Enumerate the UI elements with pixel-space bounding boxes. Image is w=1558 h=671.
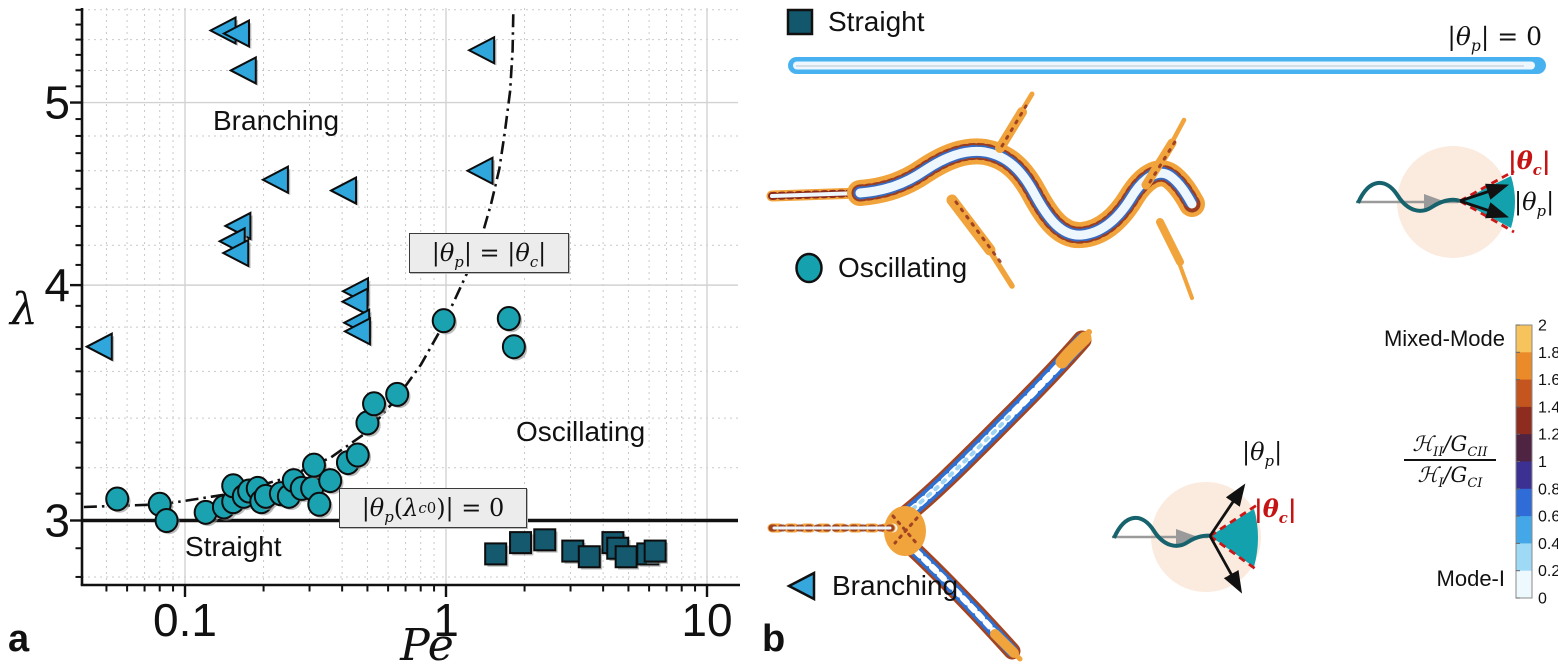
straight-theta-annotation: |θp| = 0 [1447, 22, 1542, 55]
svg-text:0.4: 0.4 [1538, 536, 1558, 553]
line-equation-box: | θp(λ c0)| = 0 [339, 488, 527, 528]
panel-label-b: b [762, 618, 786, 660]
colorbar-top-label: Mixed-Mode [1383, 326, 1505, 351]
svg-text:5: 5 [44, 77, 70, 129]
curve-equation-box: | θp | = | θc | [409, 233, 569, 273]
legend-branching: Branching [786, 570, 958, 602]
phase-diagram-plot: 0.1 1 10 3 4 5 [44, 8, 740, 646]
oscillating-theta-c-label: |θc| [1508, 146, 1551, 179]
legend-branching-label: Branching [832, 570, 959, 601]
region-label-branching: Branching [213, 105, 340, 136]
svg-text:1.8: 1.8 [1538, 345, 1558, 362]
svg-text:0.2: 0.2 [1538, 563, 1558, 580]
colorbar-bottom-label: Mode-I [1436, 566, 1505, 591]
legend-oscillating-label: Oscillating [838, 252, 968, 283]
svg-text:3: 3 [44, 495, 70, 547]
svg-text:0.1: 0.1 [153, 594, 217, 646]
legend-oscillating: Oscillating [794, 252, 967, 284]
y-axis-label: λ [10, 284, 38, 335]
legend-straight-label: Straight [828, 6, 925, 37]
svg-text:1.6: 1.6 [1538, 372, 1558, 389]
branching-theta-p-label: |θp| [1242, 438, 1283, 470]
svg-text:1.4: 1.4 [1538, 399, 1558, 416]
svg-text:1: 1 [433, 594, 459, 646]
branching-triangle-icon [786, 571, 816, 601]
ratio-numerator: ℋII/GCII [1404, 432, 1496, 461]
ratio-denominator: ℋI/GCI [1417, 463, 1483, 492]
svg-text:0.8: 0.8 [1538, 481, 1558, 498]
crack-illustrations: 2 1.8 1.6 1.4 1.2 1 0.8 0.6 0.4 0.2 0 [766, 57, 1558, 662]
x-axis-label: Pe [400, 620, 454, 671]
svg-text:4: 4 [44, 259, 70, 311]
oscillating-theta-p-label: |θp| [1514, 188, 1555, 220]
straight-square-icon [786, 8, 814, 36]
branching-angle-inset [1112, 482, 1261, 594]
branching-theta-c-label: |θc| [1254, 494, 1297, 527]
legend-straight: Straight [786, 6, 925, 38]
oscillating-crack-drawing [766, 91, 1205, 300]
colorbar-ratio-label: ℋII/GCII ℋI/GCI [1392, 432, 1508, 492]
svg-text:0: 0 [1538, 591, 1547, 608]
colorbar: 2 1.8 1.6 1.4 1.2 1 0.8 0.6 0.4 0.2 0 [1515, 318, 1558, 608]
svg-text:0.6: 0.6 [1538, 509, 1558, 526]
panel-label-a: a [8, 618, 30, 660]
region-label-oscillating: Oscillating [516, 416, 646, 447]
oscillating-circle-icon [795, 252, 823, 284]
svg-text:1.2: 1.2 [1538, 427, 1558, 444]
svg-text:10: 10 [681, 594, 732, 646]
svg-text:1: 1 [1538, 454, 1547, 471]
region-label-straight: Straight [185, 531, 282, 562]
svg-text:2: 2 [1538, 318, 1547, 335]
oscillating-angle-inset [1356, 146, 1515, 258]
straight-crack-drawing [788, 57, 1546, 74]
branching-crack-drawing [767, 329, 1092, 662]
